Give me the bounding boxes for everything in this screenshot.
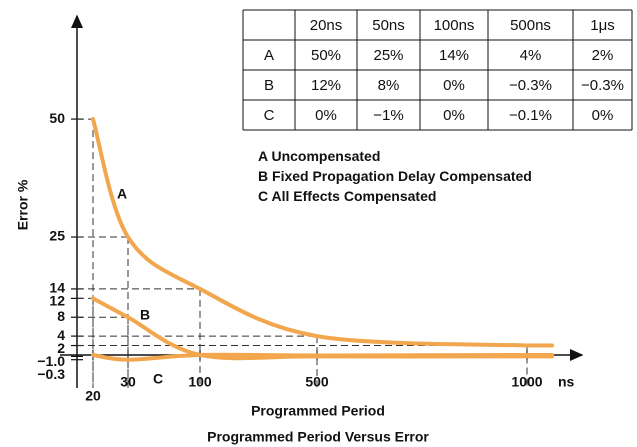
curve xyxy=(91,296,554,361)
table-cell: 25% xyxy=(373,47,403,64)
table-row-header: C xyxy=(264,107,275,124)
y-tick-label: 8 xyxy=(57,308,65,324)
y-tick-label: −0.3 xyxy=(37,366,65,382)
chart-title: Programmed Period Versus Error xyxy=(207,429,429,445)
table-cell: 12% xyxy=(311,77,341,94)
legend-name: All Effects Compensated xyxy=(272,188,437,204)
legend-entry: C All Effects Compensated xyxy=(258,188,436,204)
legend-key: A xyxy=(258,148,268,164)
y-tick-label: 25 xyxy=(49,228,65,244)
curve xyxy=(91,352,554,362)
curve-label: C xyxy=(153,371,163,387)
table-cell: −0.1% xyxy=(509,107,552,124)
curve-label: A xyxy=(117,186,127,202)
legend-entry: A Uncompensated xyxy=(258,148,380,164)
table-cell: 0% xyxy=(592,107,614,124)
table-cell: 50% xyxy=(311,47,341,64)
legend-entry: B Fixed Propagation Delay Compensated xyxy=(258,168,532,184)
y-tick-label: 4 xyxy=(57,327,65,343)
legend-name: Uncompensated xyxy=(271,148,380,164)
x-tick-label: 20 xyxy=(85,388,101,404)
x-unit: ns xyxy=(558,374,575,390)
legend-key: C xyxy=(258,188,268,204)
table-cell: −0.3% xyxy=(509,77,552,94)
y-tick-label: 2 xyxy=(57,340,65,356)
x-label: Programmed Period xyxy=(251,403,385,419)
legend-key: B xyxy=(258,168,268,184)
y-tick-label: 14 xyxy=(49,280,65,296)
table-cell: −0.3% xyxy=(581,77,624,94)
table-cell: 0% xyxy=(443,77,465,94)
table-header: 50ns xyxy=(372,17,405,34)
table-row-header: A xyxy=(264,47,274,64)
table-cell: 0% xyxy=(315,107,337,124)
table-cell: 14% xyxy=(439,47,469,64)
table-cell: 2% xyxy=(592,47,614,64)
legend-name: Fixed Propagation Delay Compensated xyxy=(272,168,532,184)
table-row-header: B xyxy=(264,77,274,94)
table-cell: −1% xyxy=(373,107,403,124)
table-cell: 4% xyxy=(520,47,542,64)
curve xyxy=(91,117,554,348)
table-header: 100ns xyxy=(434,17,475,34)
table-header: 20ns xyxy=(310,17,343,34)
table-header: 1μs xyxy=(590,17,615,34)
y-tick-label: 50 xyxy=(49,110,65,126)
table-cell: 0% xyxy=(443,107,465,124)
table-header: 500ns xyxy=(510,17,551,34)
table-cell: 8% xyxy=(378,77,400,94)
curve-label: B xyxy=(140,307,150,323)
y-label: Error % xyxy=(15,179,31,230)
y-tick-label: 12 xyxy=(49,293,65,309)
y-tick-label: −1.0 xyxy=(37,353,65,369)
